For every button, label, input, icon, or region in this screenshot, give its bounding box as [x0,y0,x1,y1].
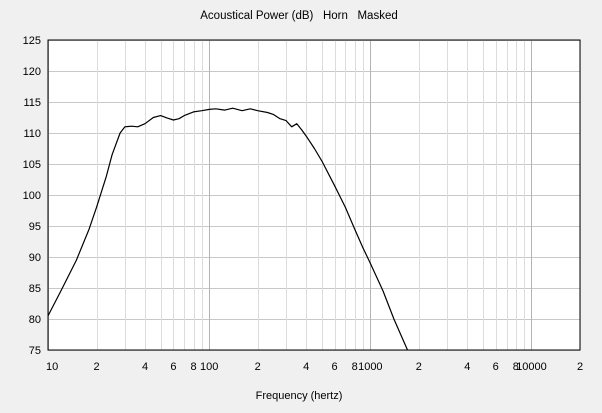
x-tick-label: 10 [46,361,58,373]
y-tick-label: 90 [29,252,41,264]
y-tick-label: 85 [29,283,41,295]
x-tick-label: 2 [416,361,422,373]
y-tick-label: 120 [23,66,41,78]
x-tick-label: 2 [93,361,99,373]
y-tick-label: 110 [23,128,41,140]
y-axis-tick-labels: 125 120 115 110 105 100 95 90 85 80 75 [23,35,41,357]
y-tick-label: 125 [23,35,41,47]
y-tick-label: 80 [29,314,41,326]
chart-title: Acoustical Power (dB) Horn Masked [200,10,398,22]
x-tick-label: 8 [190,361,196,373]
plot-frame [47,39,581,351]
y-tick-label: 95 [29,221,41,233]
series-group [47,107,409,351]
x-tick-label: 2 [577,361,583,373]
x-tick-label: 6 [493,361,499,373]
x-tick-label: 4 [142,361,148,373]
x-tick-label: 4 [303,361,309,373]
x-tick-label: 4 [464,361,470,373]
y-tick-label: 105 [23,159,41,171]
x-tick-label: 6 [332,361,338,373]
x-tick-label: 8 [352,361,358,373]
x-tick-label: 6 [170,361,176,373]
x-tick-label: 2 [255,361,261,373]
series-line [47,107,409,351]
x-axis-label: Frequency (hertz) [256,390,343,402]
y-tick-label: 75 [29,345,41,357]
x-tick-label: 1000 [358,361,382,373]
x-tick-label: 100 [200,361,218,373]
y-tick-label: 100 [23,190,41,202]
y-tick-label: 115 [23,97,41,109]
x-tick-label: 10000 [516,361,547,373]
x-tick-label: 8 [513,361,519,373]
